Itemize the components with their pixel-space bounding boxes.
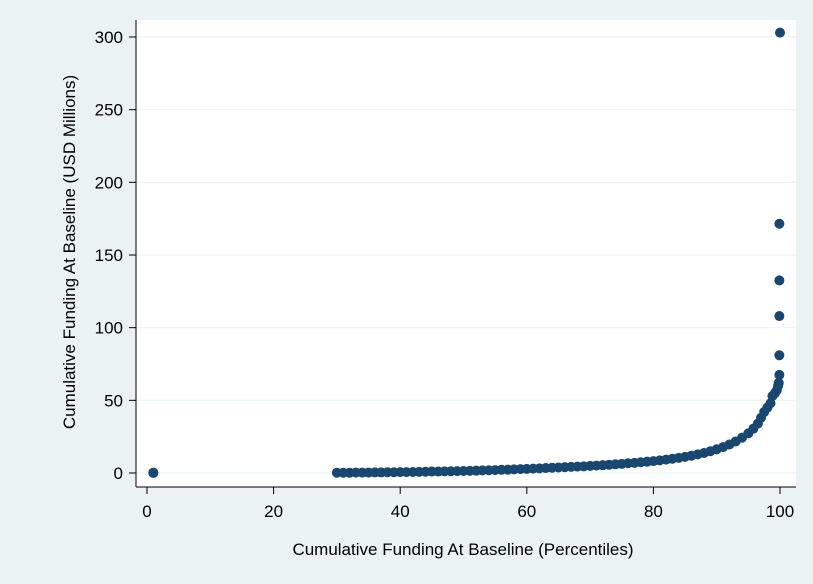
x-tick-label-100: 100 xyxy=(766,502,794,521)
data-point xyxy=(148,467,159,478)
data-points xyxy=(148,27,785,478)
x-axis-label: Cumulative Funding At Baseline (Percenti… xyxy=(292,540,633,559)
y-tick-label-250: 250 xyxy=(95,101,123,120)
y-axis-label: Cumulative Funding At Baseline (USD Mill… xyxy=(60,75,79,429)
y-tick-label-200: 200 xyxy=(95,173,123,192)
y-ticks: 0 50 100 150 200 250 300 xyxy=(95,28,136,483)
y-tick-label-300: 300 xyxy=(95,28,123,47)
data-point xyxy=(773,377,784,388)
x-ticks: 0 20 40 60 80 100 xyxy=(142,487,794,521)
data-point xyxy=(774,350,785,361)
data-point xyxy=(774,311,785,322)
x-tick-label-40: 40 xyxy=(391,502,410,521)
x-tick-label-0: 0 xyxy=(142,502,151,521)
y-tick-label-50: 50 xyxy=(104,391,123,410)
y-tick-label-0: 0 xyxy=(114,464,123,483)
plot-area xyxy=(136,20,796,487)
data-point xyxy=(774,275,785,286)
data-point xyxy=(774,218,785,229)
x-tick-label-80: 80 xyxy=(644,502,663,521)
x-tick-label-60: 60 xyxy=(517,502,536,521)
y-tick-label-150: 150 xyxy=(95,246,123,265)
x-tick-label-20: 20 xyxy=(264,502,283,521)
y-tick-label-100: 100 xyxy=(95,319,123,338)
gridlines xyxy=(136,36,796,474)
data-point xyxy=(775,27,785,38)
data-point xyxy=(774,369,785,380)
